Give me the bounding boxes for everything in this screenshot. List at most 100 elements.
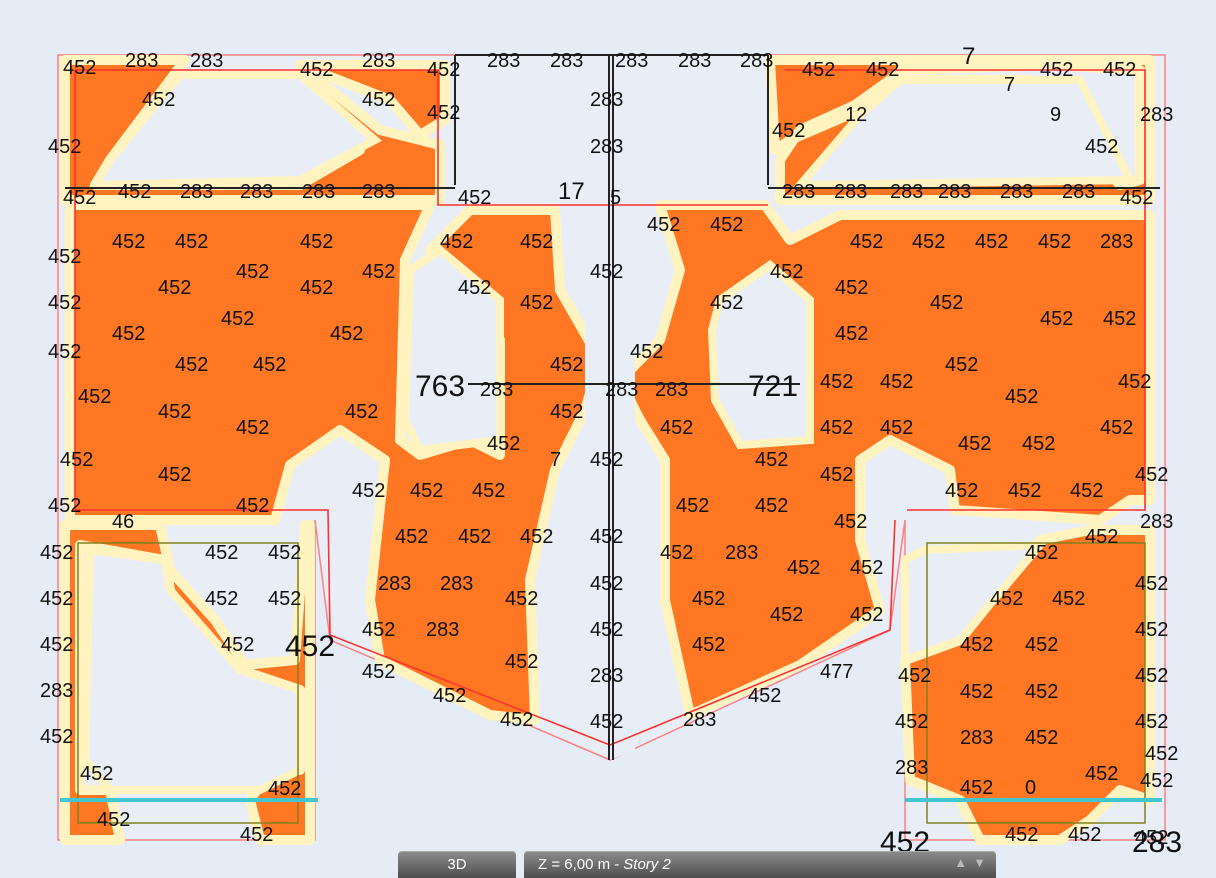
reinforcement-value-label: 283	[1140, 511, 1174, 533]
reinforcement-value-label: 452	[1135, 464, 1169, 486]
reinforcement-value-label: 452	[755, 449, 789, 471]
reinforcement-value-label: 452	[520, 292, 554, 314]
triangle-up-icon[interactable]: ▲	[954, 855, 968, 870]
reinforcement-value-label: 452	[820, 371, 854, 393]
reinforcement-value-label: 452	[710, 214, 744, 236]
reinforcement-value-label: 452	[912, 231, 946, 253]
reinforcement-value-label: 283	[938, 181, 972, 203]
reinforcement-value-label: 452	[1025, 681, 1059, 703]
reinforcement-value-label: 452	[175, 354, 209, 376]
reinforcement-value-label: 452	[1005, 386, 1039, 408]
reinforcement-value-label: 452	[362, 261, 396, 283]
reinforcement-value-label: 452	[345, 401, 379, 423]
reinforcement-value-label: 452	[158, 277, 192, 299]
reinforcement-value-label: 452	[787, 557, 821, 579]
reinforcement-value-label: 452	[550, 354, 584, 376]
reinforcement-value-label: 452	[1040, 59, 1074, 81]
reinforcement-value-label: 452	[930, 292, 964, 314]
reinforcement-value-label: 452	[1005, 824, 1039, 846]
reinforcement-value-label: 452	[268, 588, 302, 610]
reinforcement-value-label: 452	[63, 187, 97, 209]
openings	[80, 71, 1137, 794]
reinforcement-value-label: 452	[1120, 187, 1154, 209]
reinforcement-value-label: 452	[960, 777, 994, 799]
triangle-down-icon[interactable]: ▼	[973, 855, 986, 870]
reinforcement-value-label: 452	[1135, 573, 1169, 595]
reinforcement-value-label: 452	[1140, 770, 1174, 792]
reinforcement-value-label: 452	[630, 341, 664, 363]
reinforcement-value-label: 283	[426, 619, 460, 641]
reinforcement-value-label: 283	[302, 181, 336, 203]
reinforcement-value-label: 452	[850, 231, 884, 253]
reinforcement-value-label: 452	[1070, 480, 1104, 502]
reinforcement-value-label: 452	[48, 495, 82, 517]
reinforcement-value-label: 452	[520, 526, 554, 548]
reinforcement-value-label: 283	[782, 181, 816, 203]
reinforcement-value-label: 283	[1062, 181, 1096, 203]
reinforcement-value-label: 452	[770, 604, 804, 626]
story-selector[interactable]: Z = 6,00 m - Story 2 ▲ ▼	[524, 851, 996, 878]
reinforcement-value-label: 283	[590, 665, 624, 687]
reinforcement-value-label: 452	[362, 661, 396, 683]
reinforcement-value-label: 452	[710, 292, 744, 314]
reinforcement-value-label: 452	[205, 588, 239, 610]
reinforcement-value-label: 452	[1025, 727, 1059, 749]
reinforcement-value-label: 452	[352, 480, 386, 502]
reinforcement-value-label: 452	[458, 277, 492, 299]
reinforcement-value-label: 452	[330, 323, 364, 345]
reinforcement-value-label: 452	[300, 277, 334, 299]
reinforcement-value-label: 452	[221, 308, 255, 330]
reinforcement-value-label: 477	[820, 661, 854, 683]
reinforcement-value-label: 452	[958, 433, 992, 455]
beams	[65, 54, 1160, 760]
reinforcement-value-label: 452	[802, 59, 836, 81]
reinforcement-value-label: 452	[236, 495, 270, 517]
reinforcement-value-label: 283	[1140, 104, 1174, 126]
story-name: Story 2	[623, 856, 671, 873]
reinforcement-value-label: 763	[415, 370, 466, 403]
reinforcement-value-label: 452	[458, 526, 492, 548]
reinforcement-value-label: 452	[158, 464, 192, 486]
reinforcement-value-label: 283	[960, 727, 994, 749]
reinforcement-value-label: 452	[1085, 526, 1119, 548]
reinforcement-value-label: 452	[63, 57, 97, 79]
reinforcement-value-label: 452	[1135, 665, 1169, 687]
reinforcement-value-label: 283	[895, 757, 929, 779]
reinforcement-value-label: 5	[610, 187, 622, 209]
reinforcement-value-label: 452	[500, 709, 534, 731]
reinforcement-value-label: 452	[880, 417, 914, 439]
reinforcement-value-label: 452	[945, 354, 979, 376]
reinforcement-value-label: 452	[268, 778, 302, 800]
reinforcement-value-label: 452	[692, 634, 726, 656]
reinforcement-value-label: 452	[427, 102, 461, 124]
reinforcement-value-label: 452	[118, 181, 152, 203]
view-toolbar: 3D Z = 6,00 m - Story 2 ▲ ▼	[398, 851, 996, 878]
reinforcement-value-label: 9	[1050, 104, 1062, 126]
reinforcement-value-label: 452	[1135, 711, 1169, 733]
reinforcement-value-label: 452	[1100, 417, 1134, 439]
reinforcement-value-label: 283	[487, 50, 521, 72]
reinforcement-value-label: 452	[221, 634, 255, 656]
reinforcement-value-label: 452	[590, 619, 624, 641]
story-level: Z = 6,00 m -	[538, 856, 620, 873]
reinforcement-value-label: 452	[1118, 371, 1152, 393]
reinforcement-value-label: 452	[236, 417, 270, 439]
reinforcement-value-label: 283	[240, 181, 274, 203]
reinforcement-value-label: 452	[850, 557, 884, 579]
reinforcement-value-label: 452	[676, 495, 710, 517]
room-rectangles	[77, 542, 1146, 824]
reinforcement-value-label: 452	[590, 261, 624, 283]
reinforcement-value-label: 283	[590, 136, 624, 158]
reinforcement-value-label: 452	[748, 685, 782, 707]
reinforcement-value-label: 283	[1100, 231, 1134, 253]
reinforcement-value-label: 283	[834, 181, 868, 203]
reinforcement-value-label: 452	[472, 480, 506, 502]
reinforcement-value-label: 452	[820, 417, 854, 439]
reinforcement-value-label: 452	[975, 231, 1009, 253]
3d-view-button[interactable]: 3D	[398, 851, 516, 878]
reinforcement-value-label: 452	[433, 685, 467, 707]
reinforcement-value-label: 452	[78, 386, 112, 408]
reinforcement-value-label: 283	[362, 50, 396, 72]
